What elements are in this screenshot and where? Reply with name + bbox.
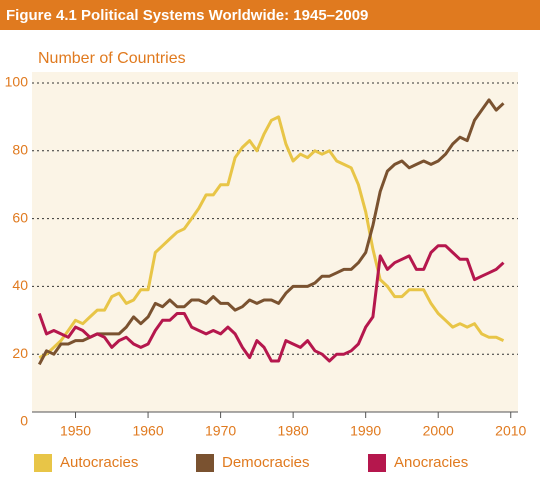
x-tick-label: 1950 (60, 423, 91, 439)
y-tick-label: 80 (12, 142, 28, 158)
y-axis-label: Number of Countries (38, 50, 186, 67)
legend-swatch (196, 454, 214, 472)
x-tick-label: 1990 (350, 423, 381, 439)
y-tick-label: 20 (12, 345, 28, 361)
y-tick-label: 0 (20, 413, 28, 429)
y-tick-label: 40 (12, 277, 28, 293)
series-line (37, 244, 505, 363)
x-tick-label: 2010 (495, 423, 526, 439)
x-tick-label: 1960 (132, 423, 163, 439)
x-tick-label: 2000 (423, 423, 454, 439)
legend-label: Anocracies (394, 454, 468, 471)
legend-swatch (368, 454, 386, 472)
title-bar (0, 0, 540, 30)
x-tick-label: 1970 (205, 423, 236, 439)
legend-label: Autocracies (60, 454, 138, 471)
legend-swatch (34, 454, 52, 472)
series-line (38, 115, 505, 359)
plot-background (32, 72, 518, 412)
series-line (37, 98, 505, 366)
y-tick-label: 60 (12, 209, 28, 225)
legend-label: Democracies (222, 454, 310, 471)
chart-title: Figure 4.1 Political Systems Worldwide: … (6, 7, 368, 24)
y-tick-label: 100 (5, 74, 29, 90)
x-tick-label: 1980 (278, 423, 309, 439)
